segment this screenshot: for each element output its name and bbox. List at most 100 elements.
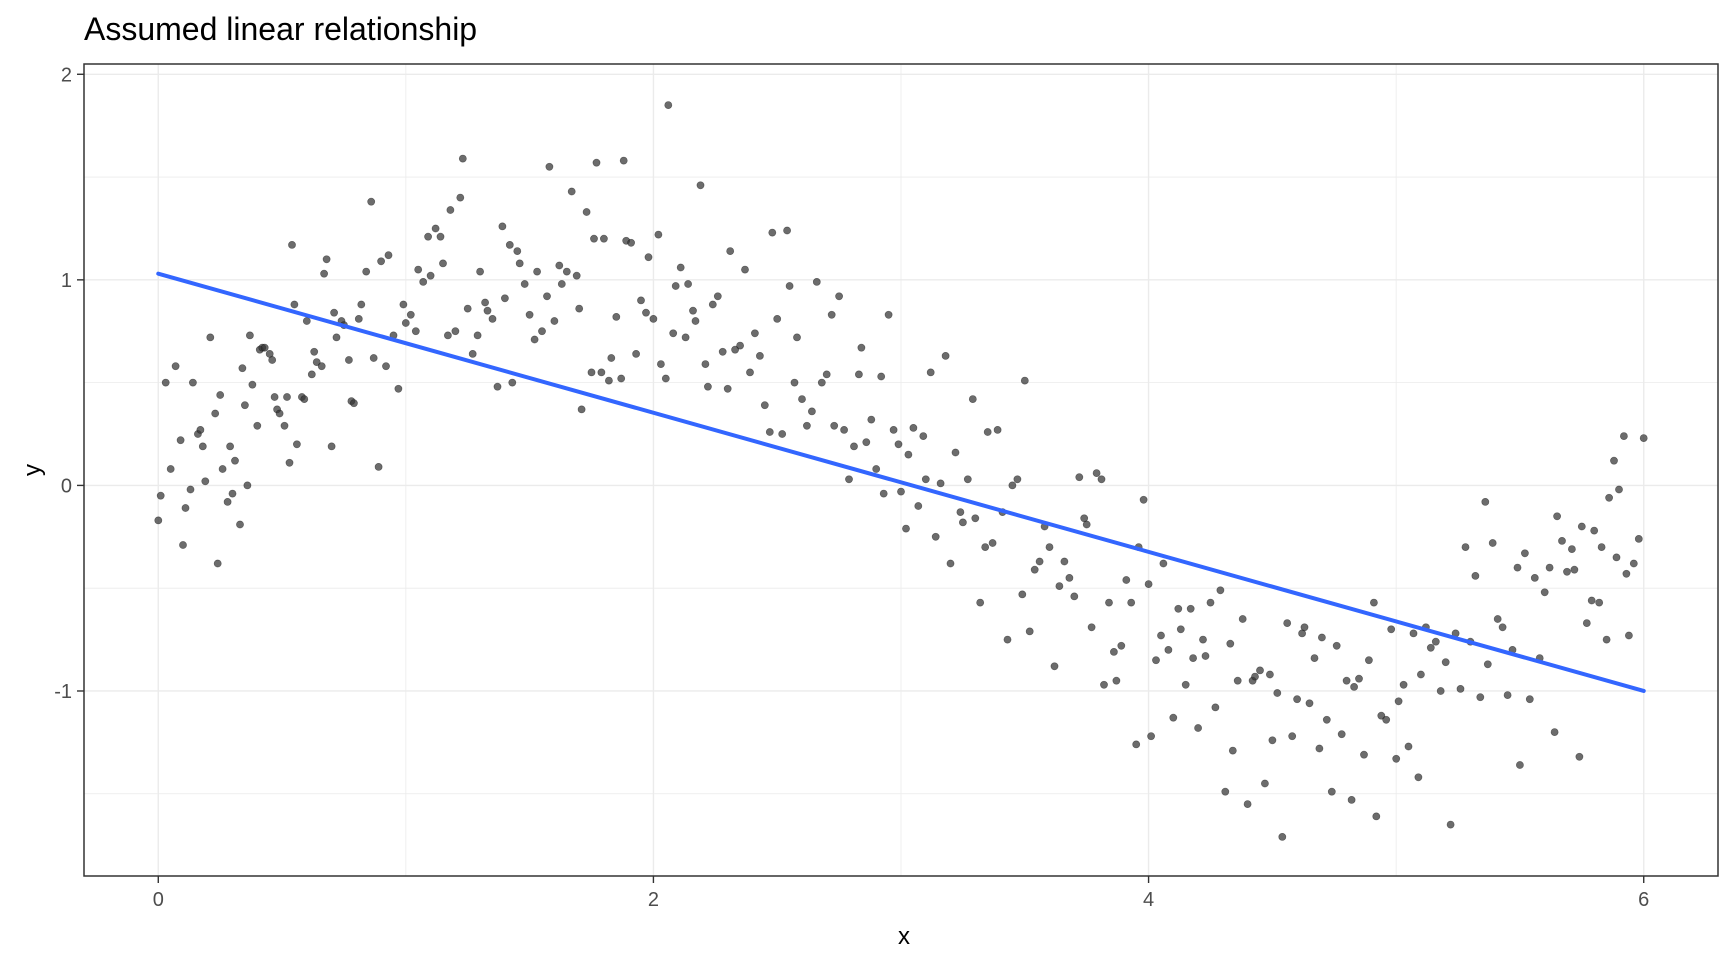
data-point [543,292,551,301]
data-point [312,358,321,366]
data-point [587,368,596,377]
data-point [684,280,692,288]
data-point [1122,576,1131,584]
data-point [572,271,581,280]
data-point [1110,648,1118,656]
data-point [765,428,774,436]
data-point [231,456,239,465]
data-point [223,497,232,506]
x-tick-label: 6 [1638,889,1649,911]
data-point [1152,656,1160,665]
data-point [959,518,967,527]
data-point [845,475,853,484]
data-point [612,312,621,321]
data-point [926,368,935,377]
data-point [1055,582,1064,590]
y-tick-label: 2 [61,64,72,86]
data-point [1164,646,1173,654]
data-point [377,257,385,266]
data-point [1498,623,1507,632]
data-point [840,425,848,434]
data-point [1625,631,1633,640]
data-point [500,294,509,303]
data-point [1238,615,1247,623]
data-point [1342,676,1351,685]
data-point [1595,598,1604,607]
data-point [248,380,257,389]
data-point [1050,662,1059,671]
data-point [1404,742,1413,751]
data-point [1030,565,1039,574]
data-point [746,368,754,377]
data-point [320,269,328,278]
data-point [1226,639,1235,648]
data-point [414,265,423,274]
data-point [1629,559,1638,568]
data-point [458,154,467,163]
data-point [1622,569,1631,578]
data-point [1112,676,1121,685]
data-point [751,329,759,338]
data-point [946,559,955,568]
data-point [617,374,626,383]
data-point [657,360,665,368]
data-point [1392,754,1401,763]
data-point [857,343,866,352]
data-point [850,442,858,451]
data-point [1065,574,1074,582]
data-point [644,253,653,262]
data-point [1233,676,1242,685]
data-point [1575,752,1584,761]
data-point [936,479,945,488]
data-point [1327,787,1336,796]
data-point [1322,715,1331,724]
x-tick-label: 4 [1143,889,1154,911]
data-point [971,514,980,523]
data-point [1446,820,1455,829]
data-point [592,158,601,167]
data-point [188,378,197,387]
data-point [401,319,410,327]
data-point [1587,596,1596,605]
data-point [671,282,680,290]
data-point [1521,549,1529,558]
trend-line-layer [156,271,1646,693]
data-point [1008,481,1017,490]
data-point [443,331,452,340]
data-point [515,259,524,268]
data-point [374,462,383,471]
chart-title: Assumed linear relationship [84,11,477,47]
data-point [268,356,277,364]
data-point [877,372,886,381]
data-point [533,267,541,276]
data-point [538,327,546,336]
data-point [894,440,903,449]
data-point [976,598,985,607]
data-point [575,304,584,313]
data-point [369,354,378,362]
data-point [1332,641,1341,650]
data-point [245,331,254,340]
data-point [1013,475,1022,484]
data-point [1615,485,1623,494]
data-point [756,351,764,360]
data-point [1003,635,1012,644]
data-point [785,282,794,290]
data-point [731,345,739,354]
data-point [292,440,301,449]
data-point [1605,493,1613,502]
data-point [275,409,284,418]
data-point [681,333,690,342]
data-point [473,331,482,340]
data-point [226,442,234,451]
major-gridlines [84,64,1718,876]
data-point [1493,615,1502,623]
linear-fit-line [156,271,1646,693]
data-point [607,354,616,362]
data-point [921,475,930,484]
data-point [919,432,928,440]
data-point [803,421,811,430]
data-point [582,208,591,216]
x-axis-title: x [898,923,910,950]
data-point [154,516,163,525]
